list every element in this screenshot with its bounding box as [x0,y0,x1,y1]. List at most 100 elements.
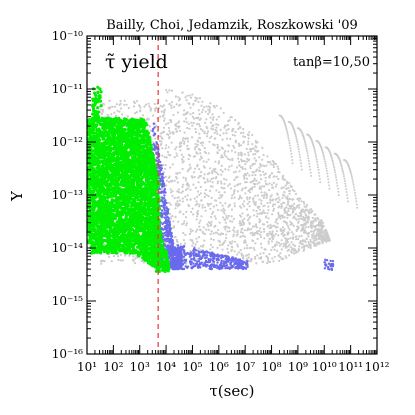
grey-point [325,240,328,243]
grey-point [228,220,231,223]
grey-point [213,225,216,228]
grey-point [208,110,211,114]
grey-point [102,108,105,111]
grey-point [248,174,251,177]
grey-point [225,137,228,140]
grey-point [316,163,319,166]
blue-point [217,265,220,269]
grey-point [299,212,302,215]
grey-point [253,214,256,217]
grey-point [315,233,318,236]
grey-point [203,130,206,133]
blue-point [176,261,179,264]
grey-point [283,191,286,194]
grey-point [175,146,178,149]
grey-point [274,162,277,166]
grey-point [309,240,312,243]
grey-point [268,175,271,178]
grey-point [168,212,172,216]
grey-point [188,232,191,236]
blue-point [191,265,195,269]
grey-point [191,207,194,210]
grey-point [255,159,258,162]
grey-point [225,155,228,158]
grey-point [193,167,197,170]
blue-point [181,259,184,263]
grey-point [286,233,289,236]
grey-point [230,242,233,245]
grey-point [300,229,303,232]
blue-point [226,259,229,262]
grey-point [194,142,197,146]
grey-point [119,259,122,262]
grey-point [186,182,189,185]
grey-point [229,158,232,161]
blue-point [174,267,177,270]
grey-point [160,110,163,113]
grey-point [221,194,224,197]
grey-point [306,152,309,155]
grey-point [323,234,326,237]
grey-point [203,192,206,195]
grey-point [320,228,323,231]
grey-point [218,240,222,243]
grey-point [224,202,227,205]
grey-point [201,108,204,111]
grey-point [277,196,280,199]
grey-point [251,231,254,234]
grey-point [241,166,244,169]
blue-point [240,266,243,269]
grey-point [111,105,114,108]
grey-point [169,121,173,124]
grey-point [188,127,191,130]
grey-point [196,143,199,146]
grey-point [298,206,301,209]
grey-point [211,181,214,184]
blue-point [211,259,215,263]
grey-point [196,228,199,231]
grey-point [261,158,264,161]
blue-point [182,267,186,271]
grey-point [276,222,279,225]
grey-point [293,215,296,218]
grey-point [280,248,283,251]
grey-point [264,172,267,175]
grey-point [354,197,357,200]
grey-point [315,156,318,159]
grey-point [196,97,199,100]
grey-point [260,246,263,249]
blue-point [169,228,172,231]
grey-point [222,242,225,245]
grey-point [251,239,254,242]
blue-point [171,239,174,242]
grey-point [221,156,224,159]
grey-point [229,137,232,141]
grey-point [248,222,251,225]
grey-point [314,243,317,246]
grey-point [183,131,186,134]
blue-point [161,197,165,200]
grey-point [240,252,243,255]
grey-point [210,230,213,233]
grey-point [193,175,196,179]
grey-point [300,200,303,203]
blue-point [174,259,178,262]
grey-point [185,117,188,120]
grey-point [123,99,126,102]
grey-point [345,188,348,191]
grey-point [268,160,272,164]
grey-point [302,200,305,203]
grey-point [243,160,246,163]
grey-point [226,230,229,233]
grey-point [263,165,266,168]
grey-point [139,109,142,112]
grey-point [266,262,269,265]
grey-point [217,228,220,231]
blue-point [190,258,193,261]
grey-point [297,248,300,251]
grey-point [221,138,224,141]
grey-point [187,140,190,143]
grey-point [319,223,322,226]
grey-point [221,248,224,251]
grey-point [123,103,126,106]
